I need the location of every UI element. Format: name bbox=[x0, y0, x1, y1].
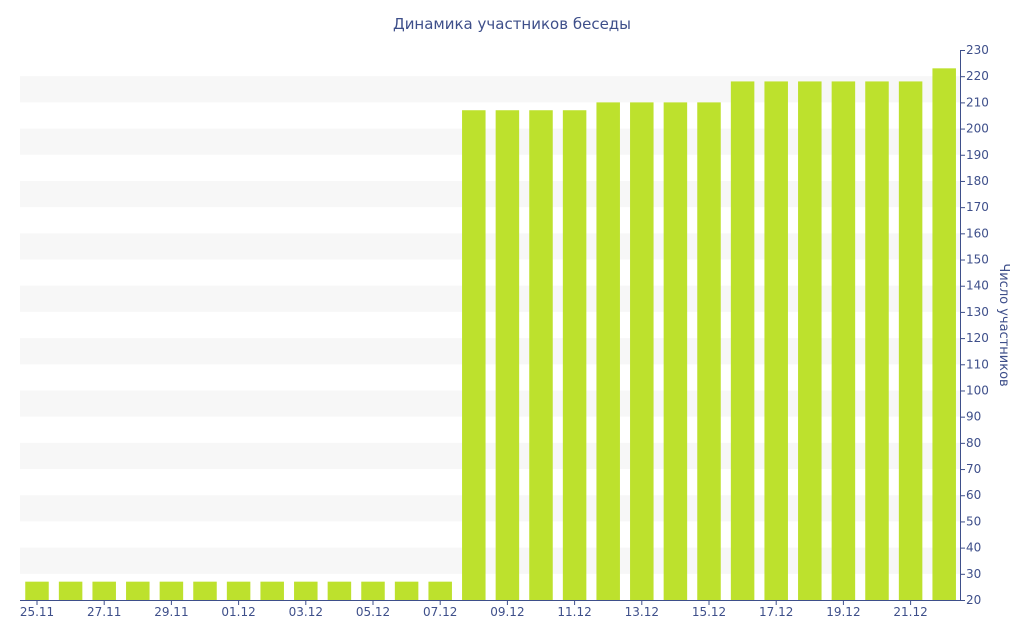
bar-26.11[interactable] bbox=[58, 581, 83, 600]
bar-17.12[interactable] bbox=[764, 81, 788, 600]
bar-29.11[interactable] bbox=[159, 581, 184, 600]
bar-19.12[interactable] bbox=[831, 81, 856, 600]
y-tick-label: 190 bbox=[966, 148, 989, 162]
bar-09.12[interactable] bbox=[495, 110, 520, 600]
x-tick-label: 19.12 bbox=[826, 605, 860, 619]
bar-30.11[interactable] bbox=[193, 581, 217, 600]
x-axis-ticks: 25.11 27.11 29.11 01.12 03.12 05.12 07.12 09.12… bbox=[20, 600, 928, 619]
y-tick-label: 220 bbox=[966, 69, 989, 83]
x-tick-label: 25.11 bbox=[20, 605, 54, 619]
bar-04.12[interactable] bbox=[327, 581, 352, 600]
y-tick-label: 90 bbox=[966, 410, 981, 424]
bar-14.12[interactable] bbox=[663, 102, 688, 600]
y-tick-label: 130 bbox=[966, 305, 989, 319]
bar-02.12[interactable] bbox=[260, 581, 284, 600]
y-tick-label: 70 bbox=[966, 462, 981, 476]
y-tick-label: 120 bbox=[966, 331, 989, 345]
x-tick-label: 13.12 bbox=[625, 605, 659, 619]
chart-title: Динамика участников беседы bbox=[393, 15, 631, 33]
bar-22.12[interactable] bbox=[932, 68, 956, 601]
y-tick-label: 210 bbox=[966, 95, 989, 109]
bar-06.12[interactable] bbox=[394, 581, 419, 600]
bar-01.12[interactable] bbox=[226, 581, 251, 600]
x-tick-label: 05.12 bbox=[356, 605, 390, 619]
y-tick-label: 170 bbox=[966, 200, 989, 214]
y-tick-label: 150 bbox=[966, 253, 989, 267]
x-tick-label: 03.12 bbox=[289, 605, 323, 619]
x-tick-label: 15.12 bbox=[692, 605, 726, 619]
x-tick-label: 09.12 bbox=[490, 605, 524, 619]
bar-18.12[interactable] bbox=[798, 81, 822, 600]
y-axis-label: Число участников bbox=[996, 263, 1011, 386]
bar-03.12[interactable] bbox=[294, 581, 318, 600]
x-tick-label: 17.12 bbox=[759, 605, 793, 619]
y-tick-label: 80 bbox=[966, 436, 981, 450]
y-tick-label: 60 bbox=[966, 488, 981, 502]
x-tick-label: 07.12 bbox=[423, 605, 457, 619]
bar-27.11[interactable] bbox=[92, 581, 116, 600]
x-tick-label: 11.12 bbox=[557, 605, 591, 619]
x-tick-label: 27.11 bbox=[87, 605, 121, 619]
y-tick-label: 160 bbox=[966, 226, 989, 240]
y-tick-label: 140 bbox=[966, 279, 989, 293]
bar-10.12[interactable] bbox=[529, 110, 553, 600]
y-tick-label: 110 bbox=[966, 357, 989, 371]
y-tick-label: 100 bbox=[966, 383, 989, 397]
y-tick-label: 200 bbox=[966, 122, 989, 136]
bar-08.12[interactable] bbox=[462, 110, 486, 600]
x-tick-label: 01.12 bbox=[221, 605, 255, 619]
y-axis-ticks: 20 30 40 50 60 70 80 90 100 110 120 130 140 150 160 170… bbox=[960, 43, 989, 607]
bar-07.12[interactable] bbox=[428, 581, 452, 600]
y-tick-label: 40 bbox=[966, 541, 981, 555]
bar-15.12[interactable] bbox=[697, 102, 721, 600]
bar-12.12[interactable] bbox=[596, 102, 620, 600]
y-tick-label: 230 bbox=[966, 43, 989, 57]
x-tick-label: 29.11 bbox=[154, 605, 188, 619]
bar-05.12[interactable] bbox=[361, 581, 385, 600]
x-tick-label: 21.12 bbox=[893, 605, 927, 619]
bar-28.11[interactable] bbox=[126, 581, 150, 600]
bar-13.12[interactable] bbox=[630, 102, 654, 600]
y-tick-label: 20 bbox=[966, 593, 981, 607]
bars bbox=[25, 68, 956, 601]
bar-21.12[interactable] bbox=[898, 81, 923, 600]
bar-16.12[interactable] bbox=[730, 81, 755, 600]
bar-20.12[interactable] bbox=[865, 81, 889, 600]
bar-25.11[interactable] bbox=[25, 581, 49, 600]
bar-11.12[interactable] bbox=[562, 110, 587, 600]
y-tick-label: 180 bbox=[966, 174, 989, 188]
y-tick-label: 50 bbox=[966, 514, 981, 528]
y-tick-label: 30 bbox=[966, 567, 981, 581]
